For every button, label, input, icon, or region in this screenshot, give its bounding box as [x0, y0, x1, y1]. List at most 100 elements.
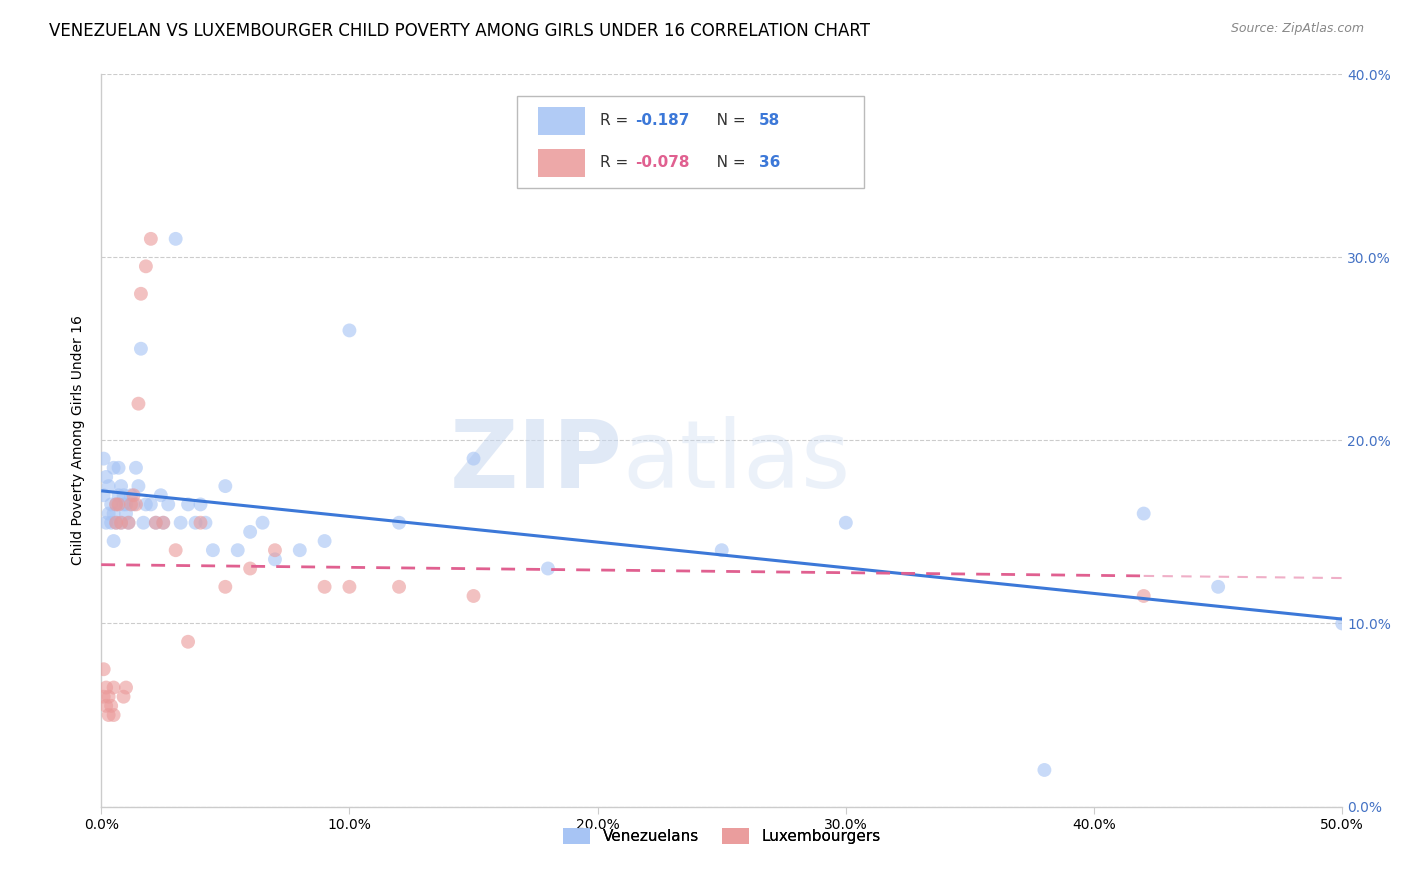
Point	[125, 497, 148, 511]
Point	[149, 488, 172, 502]
Point	[226, 543, 249, 558]
Text: R =: R =	[600, 113, 633, 128]
Text: 36: 36	[759, 155, 780, 170]
Point	[97, 479, 120, 493]
Point	[110, 479, 132, 493]
Point	[103, 534, 125, 549]
Text: -0.078: -0.078	[636, 155, 689, 170]
Point	[129, 286, 152, 301]
Point	[1331, 616, 1354, 631]
Text: Source: ZipAtlas.com: Source: ZipAtlas.com	[1230, 22, 1364, 36]
Point	[388, 516, 411, 530]
Point	[127, 397, 149, 411]
Point	[120, 497, 142, 511]
Point	[169, 516, 191, 530]
Point	[127, 479, 149, 493]
Point	[1033, 763, 1056, 777]
Point	[97, 690, 120, 704]
Point	[288, 543, 311, 558]
Point	[107, 497, 129, 511]
FancyBboxPatch shape	[517, 96, 865, 187]
Point	[96, 681, 118, 695]
Point	[120, 488, 142, 502]
Point	[93, 662, 115, 676]
Point	[314, 580, 336, 594]
Point	[122, 488, 145, 502]
Point	[835, 516, 858, 530]
Point	[125, 460, 148, 475]
Text: VENEZUELAN VS LUXEMBOURGER CHILD POVERTY AMONG GIRLS UNDER 16 CORRELATION CHART: VENEZUELAN VS LUXEMBOURGER CHILD POVERTY…	[49, 22, 870, 40]
Point	[97, 708, 120, 723]
Point	[190, 497, 212, 511]
Point	[110, 516, 132, 530]
Point	[145, 516, 167, 530]
Point	[100, 497, 122, 511]
Point	[115, 507, 138, 521]
Point	[112, 488, 135, 502]
Point	[105, 516, 128, 530]
Text: -0.187: -0.187	[636, 113, 689, 128]
Text: ZIP: ZIP	[450, 417, 623, 508]
Point	[122, 497, 145, 511]
Point	[710, 543, 733, 558]
Point	[93, 451, 115, 466]
Point	[152, 516, 174, 530]
Point	[110, 516, 132, 530]
Point	[129, 342, 152, 356]
Point	[115, 497, 138, 511]
Point	[194, 516, 217, 530]
Point	[1132, 589, 1154, 603]
Point	[105, 497, 128, 511]
Point	[96, 516, 118, 530]
Point	[214, 580, 236, 594]
Point	[184, 516, 207, 530]
Point	[1132, 507, 1154, 521]
Point	[135, 260, 157, 274]
Point	[177, 634, 200, 648]
Point	[117, 516, 139, 530]
Point	[97, 507, 120, 521]
FancyBboxPatch shape	[538, 107, 585, 135]
Point	[103, 708, 125, 723]
Point	[264, 543, 287, 558]
Point	[103, 507, 125, 521]
Point	[463, 451, 485, 466]
Point	[201, 543, 224, 558]
Point	[314, 534, 336, 549]
Point	[96, 470, 118, 484]
Point	[152, 516, 174, 530]
Legend: Venezuelans, Luxembourgers: Venezuelans, Luxembourgers	[557, 822, 887, 850]
Point	[103, 460, 125, 475]
Point	[93, 690, 115, 704]
Point	[165, 232, 187, 246]
Y-axis label: Child Poverty Among Girls Under 16: Child Poverty Among Girls Under 16	[72, 316, 86, 566]
Point	[135, 497, 157, 511]
Point	[177, 497, 200, 511]
Point	[96, 698, 118, 713]
Point	[157, 497, 180, 511]
Point	[105, 497, 128, 511]
Point	[252, 516, 274, 530]
Point	[145, 516, 167, 530]
Point	[139, 232, 162, 246]
Point	[93, 488, 115, 502]
Point	[132, 516, 155, 530]
Point	[339, 580, 361, 594]
Point	[103, 681, 125, 695]
Point	[139, 497, 162, 511]
Point	[112, 497, 135, 511]
Point	[214, 479, 236, 493]
Point	[107, 488, 129, 502]
Point	[107, 460, 129, 475]
Point	[112, 690, 135, 704]
Text: N =: N =	[702, 113, 751, 128]
Point	[100, 698, 122, 713]
Point	[463, 589, 485, 603]
Point	[239, 561, 262, 575]
Point	[239, 524, 262, 539]
Point	[190, 516, 212, 530]
Point	[105, 516, 128, 530]
Text: N =: N =	[702, 155, 751, 170]
Text: atlas: atlas	[623, 417, 851, 508]
Point	[264, 552, 287, 566]
